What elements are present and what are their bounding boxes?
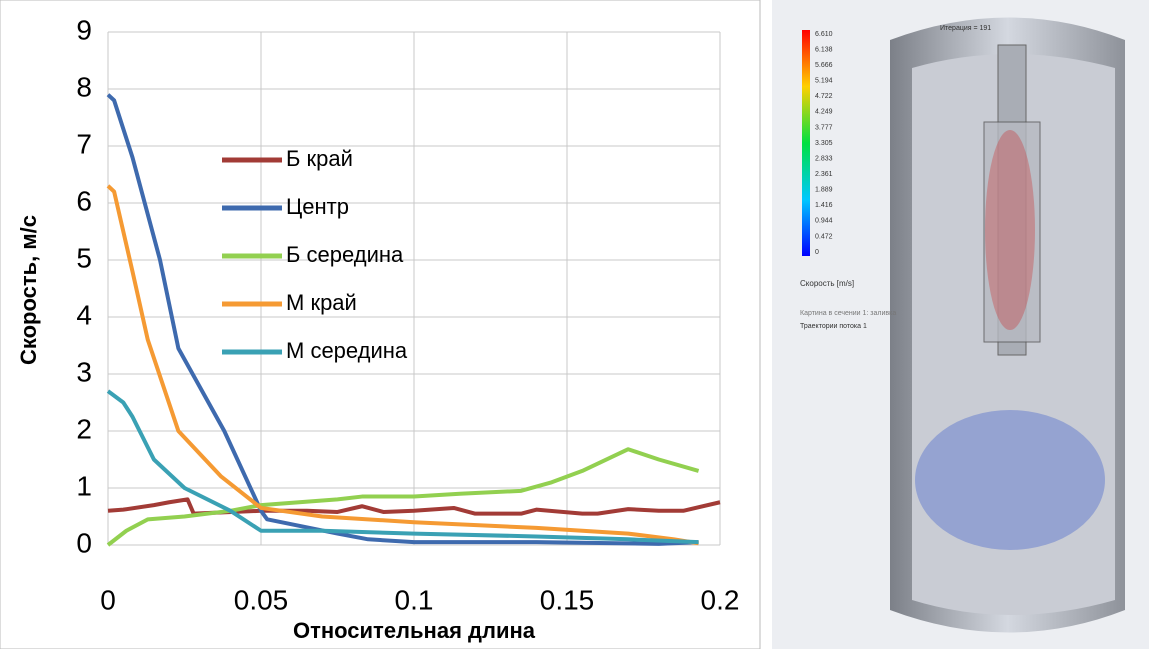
- legend-label: Центр: [286, 194, 349, 219]
- colorbar-label: 0.944: [815, 218, 833, 225]
- trajectories: Траектории потока 1: [800, 323, 867, 330]
- y-tick-label: 8: [76, 71, 92, 102]
- flow-core: [985, 130, 1035, 330]
- page: 0 1 2 3 4 5 6 7 8 9 0 0.05 0.1 0.15 0.2 Б край Центр Б се…: [0, 0, 1149, 649]
- y-tick-label: 1: [76, 470, 92, 501]
- y-tick-label: 7: [76, 128, 92, 159]
- colorbar-label: 5.194: [815, 78, 833, 85]
- x-tick-label: 0.05: [234, 584, 289, 615]
- y-tick-label: 3: [76, 356, 92, 387]
- colorbar: [802, 30, 810, 256]
- colorbar-label: 2.361: [815, 171, 833, 178]
- y-axis-label: Скорость, м/с: [16, 215, 41, 365]
- legend-label: Б середина: [286, 242, 404, 267]
- x-axis-label: Относительная длина: [293, 618, 536, 643]
- colorbar-label: 4.722: [815, 93, 833, 100]
- iteration: Итерация = 191: [940, 25, 991, 32]
- legend-label: М край: [286, 290, 357, 315]
- colorbar-label: 6.138: [815, 46, 833, 53]
- y-tick-label: 9: [76, 14, 92, 45]
- colorbar-label: 3.777: [815, 124, 833, 131]
- y-tick-label: 6: [76, 185, 92, 216]
- colorbar-label: 4.249: [815, 109, 833, 116]
- flow-zone: [915, 410, 1105, 550]
- x-tick-label: 0.2: [701, 584, 740, 615]
- colorbar-label: 1.416: [815, 202, 833, 209]
- colorbar-labels: 6.610 6.138 5.666 5.194 4.722 4.249 3.777 3.305…: [815, 31, 833, 256]
- colorbar-label: 5.666: [815, 62, 833, 69]
- colorbar-label: 0.472: [815, 233, 833, 240]
- y-tick-label: 5: [76, 242, 92, 273]
- cfd-panel: 6.610 6.138 5.666 5.194 4.722 4.249 3.777 3.305…: [772, 0, 1149, 649]
- colorbar-label: 2.833: [815, 155, 833, 162]
- quantity: Скорость [m/s]: [800, 279, 854, 288]
- section: Картина в сечении 1: заливка: [800, 310, 896, 317]
- legend-label: М середина: [286, 338, 408, 363]
- legend-label: Б край: [286, 146, 353, 171]
- x-tick-label: 0: [100, 584, 116, 615]
- chart-frame: [0, 0, 760, 649]
- y-tick-label: 2: [76, 413, 92, 444]
- colorbar-label: 1.889: [815, 187, 833, 194]
- colorbar-label: 3.305: [815, 140, 833, 147]
- y-tick-label: 0: [76, 527, 92, 558]
- colorbar-label: 0: [815, 249, 819, 256]
- y-tick-label: 4: [76, 299, 92, 330]
- colorbar-label: 6.610: [815, 31, 833, 38]
- x-tick-label: 0.1: [395, 584, 434, 615]
- x-tick-label: 0.15: [540, 584, 595, 615]
